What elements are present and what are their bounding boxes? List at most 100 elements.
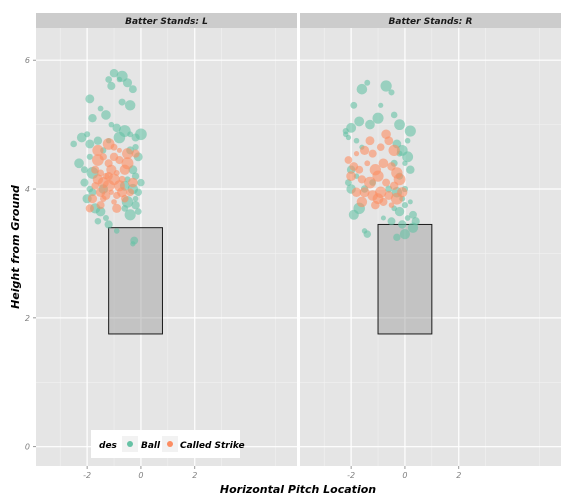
point-called-strike	[121, 157, 134, 170]
strip-label: Batter Stands: L	[125, 17, 208, 27]
point-ball	[372, 112, 384, 124]
point-ball	[394, 206, 405, 217]
strip-background	[36, 13, 297, 28]
point-called-strike	[378, 158, 389, 169]
point-ball	[134, 208, 142, 215]
point-ball	[80, 178, 89, 187]
x-tick-label: 0	[138, 471, 143, 480]
point-ball	[409, 210, 417, 219]
strike-zone	[108, 227, 163, 335]
point-called-strike	[381, 129, 391, 140]
legend-key-ball	[127, 441, 133, 447]
point-called-strike	[356, 196, 368, 208]
point-called-strike	[368, 149, 377, 158]
point-called-strike	[102, 138, 115, 150]
point-ball	[394, 119, 405, 131]
point-called-strike	[393, 173, 406, 186]
plot-area	[36, 28, 297, 466]
y-axis-ticks: 0 2 4 6	[25, 56, 36, 452]
point-ball	[411, 217, 420, 226]
point-ball	[122, 78, 133, 88]
y-tick-label: 2	[25, 314, 30, 323]
point-ball	[104, 220, 113, 229]
point-ball	[402, 151, 414, 163]
point-ball	[361, 228, 368, 234]
point-ball	[85, 139, 95, 149]
point-called-strike	[131, 149, 140, 158]
point-called-strike	[353, 151, 360, 157]
point-ball	[95, 206, 106, 217]
point-called-strike	[359, 145, 370, 155]
point-ball	[364, 79, 371, 86]
point-ball	[84, 131, 91, 138]
point-called-strike	[85, 204, 94, 213]
point-ball	[399, 229, 411, 240]
y-tick-label: 4	[25, 185, 30, 194]
point-ball	[135, 128, 147, 141]
point-ball	[113, 228, 120, 234]
point-called-strike	[371, 200, 380, 210]
y-tick-label: 0	[25, 443, 30, 452]
point-ball	[109, 68, 119, 78]
point-called-strike	[108, 189, 114, 195]
x-tick-label: 2	[192, 471, 197, 480]
point-called-strike	[92, 144, 104, 156]
point-ball	[131, 200, 140, 210]
point-called-strike	[397, 187, 408, 198]
point-ball	[401, 202, 409, 209]
point-called-strike	[121, 194, 129, 203]
point-ball	[94, 217, 102, 225]
legend-label-ball: Ball	[141, 441, 161, 451]
panel-batter-stands-r: Batter Stands: R	[300, 13, 561, 466]
point-ball	[101, 110, 111, 120]
point-ball	[74, 158, 84, 169]
point-ball	[80, 166, 88, 174]
point-ball	[132, 195, 139, 202]
point-called-strike	[359, 187, 370, 198]
x-tick-label: 0	[402, 471, 407, 480]
x-tick-label: -2	[83, 471, 91, 480]
legend: des Ball Called Strike	[91, 430, 245, 458]
point-ball	[86, 153, 93, 160]
point-called-strike	[87, 194, 98, 204]
point-ball	[124, 209, 136, 221]
point-called-strike	[351, 187, 362, 197]
point-ball	[348, 209, 359, 220]
point-called-strike	[115, 156, 124, 165]
points	[70, 68, 147, 247]
point-ball	[365, 119, 375, 130]
point-ball	[118, 98, 126, 106]
point-called-strike	[117, 187, 128, 198]
strip-background	[300, 13, 561, 28]
point-ball	[105, 76, 112, 83]
point-ball	[70, 140, 77, 148]
point-ball	[88, 113, 97, 123]
point-ball	[407, 199, 413, 205]
point-ball	[378, 102, 384, 108]
point-ball	[390, 111, 398, 119]
point-called-strike	[388, 202, 395, 208]
points	[342, 79, 420, 242]
point-called-strike	[100, 195, 107, 202]
plot-area	[300, 28, 561, 466]
point-ball	[388, 89, 395, 96]
point-called-strike	[376, 143, 385, 151]
point-ball	[127, 131, 134, 138]
point-ball	[406, 165, 415, 174]
point-ball	[93, 136, 103, 145]
point-called-strike	[99, 153, 107, 161]
point-ball	[404, 125, 416, 137]
point-ball	[134, 188, 142, 196]
point-called-strike	[96, 201, 105, 210]
y-tick-label: 6	[25, 56, 30, 65]
strike-zone	[377, 223, 433, 335]
point-ball	[137, 178, 145, 187]
point-called-strike	[116, 147, 122, 153]
point-called-strike	[91, 165, 100, 174]
point-ball	[85, 94, 95, 104]
point-ball	[97, 105, 104, 112]
point-ball	[402, 160, 408, 166]
point-called-strike	[127, 177, 138, 188]
point-called-strike	[344, 156, 353, 164]
